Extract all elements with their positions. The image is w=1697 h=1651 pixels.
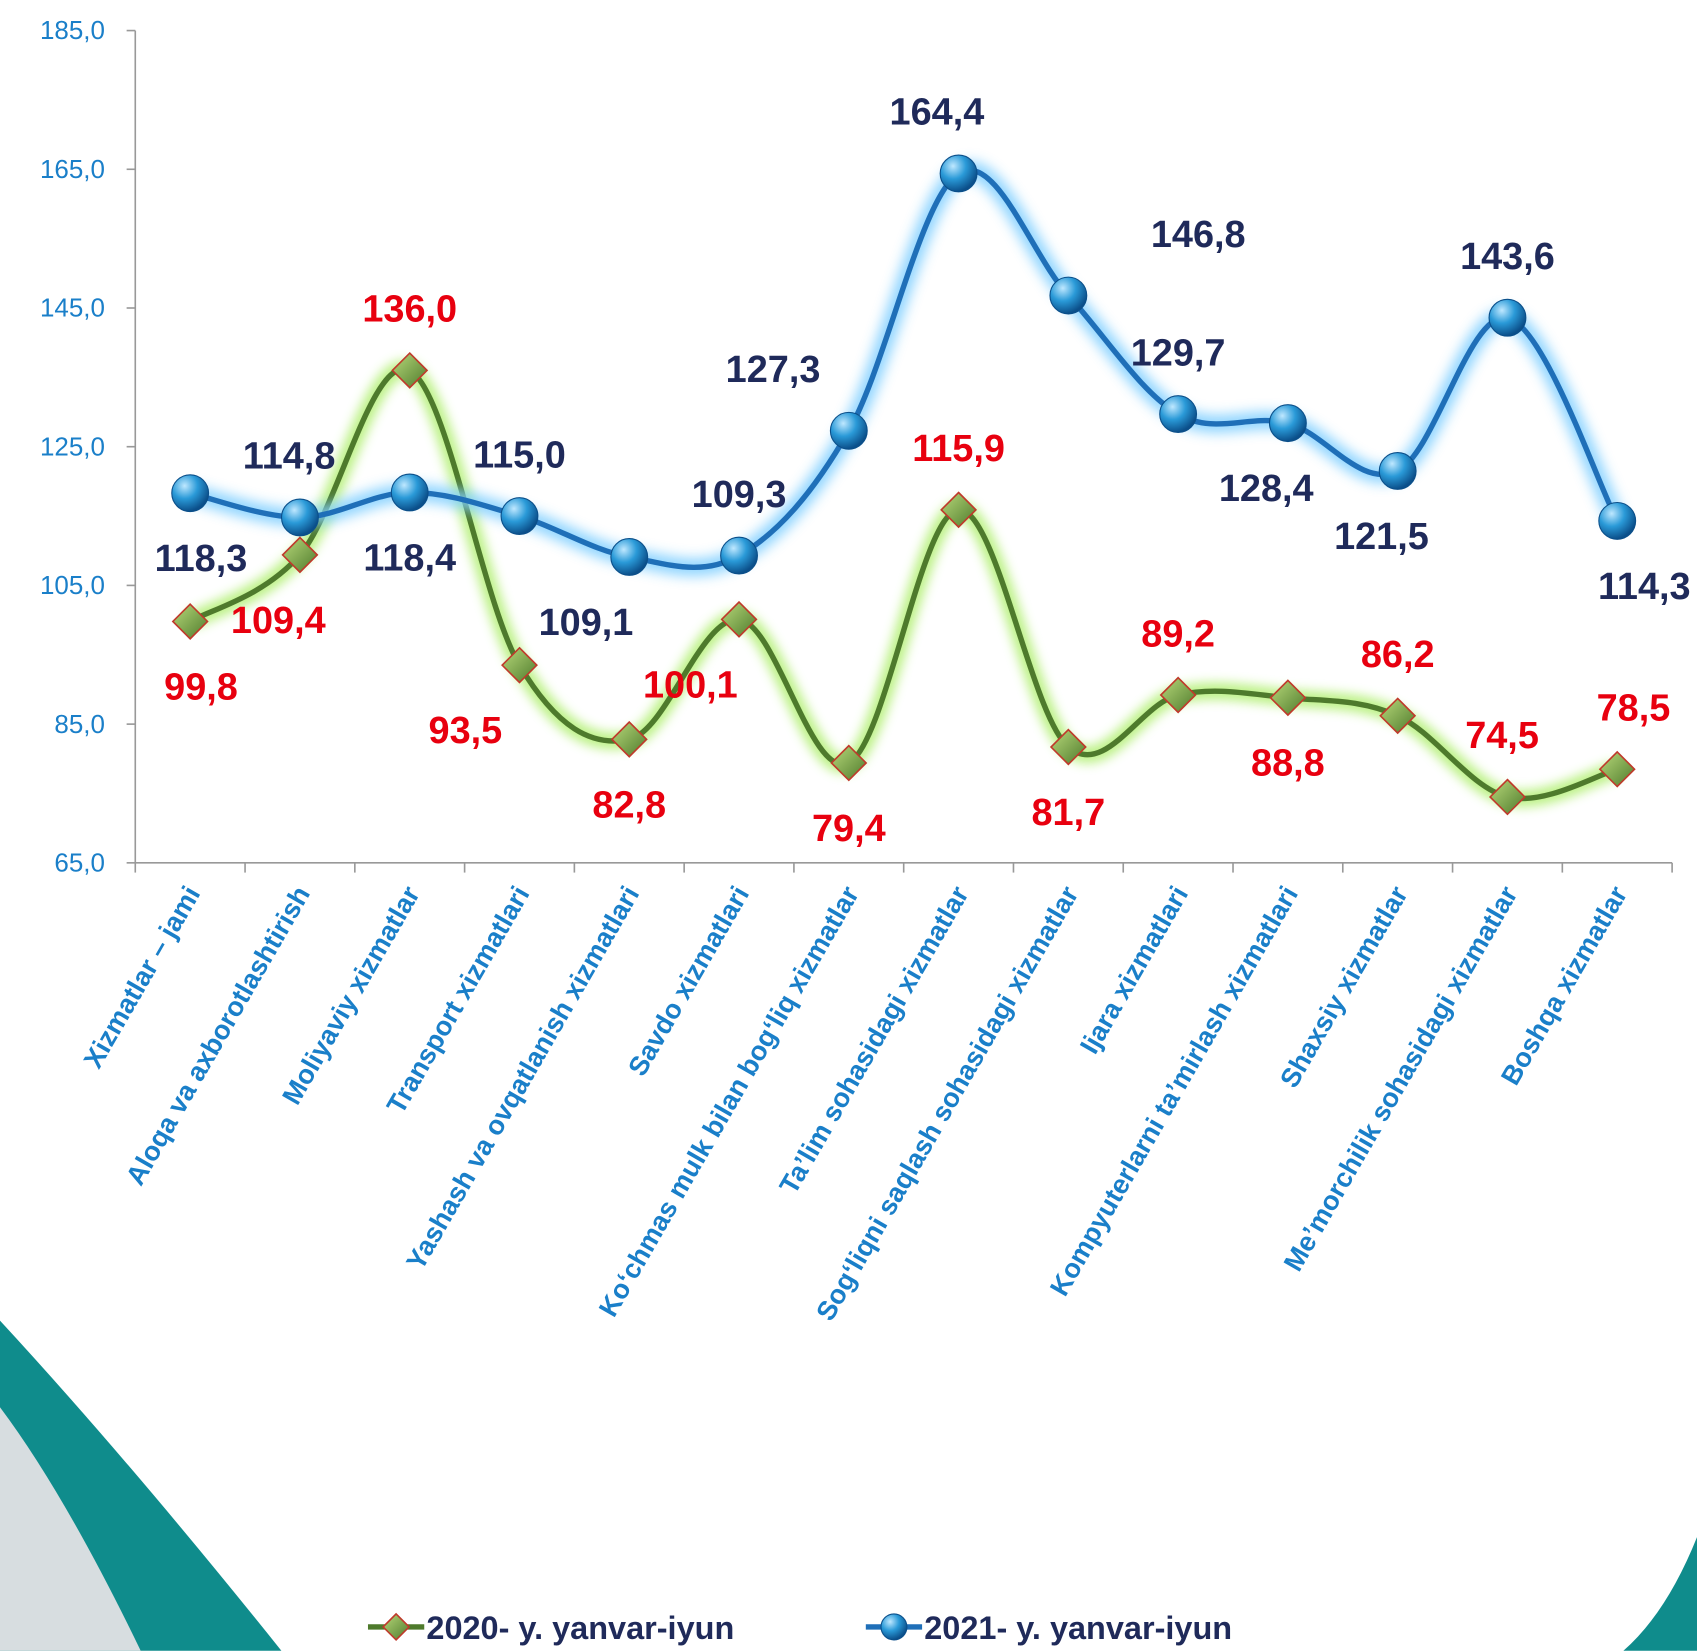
- data-label: 86,2: [1361, 634, 1435, 676]
- y-tick-label: 105,0: [40, 570, 105, 600]
- page: 65,0 85,0 105,0 125,0 145,0 165,0 185,0 Xizmatl…: [0, 0, 1697, 1651]
- data-label: 127,3: [726, 349, 821, 391]
- point: [501, 498, 538, 535]
- data-label: 129,7: [1131, 332, 1226, 374]
- data-label: 109,1: [539, 602, 634, 644]
- data-label: 146,8: [1151, 214, 1246, 256]
- data-label: 115,0: [473, 434, 566, 476]
- x-tick-label: Aloqa va axborotlashtirish: [120, 881, 316, 1190]
- y-tick-label: 165,0: [40, 154, 105, 184]
- data-label: 136,0: [362, 289, 457, 331]
- x-tick-label: Xizmatlar – jami: [78, 881, 206, 1073]
- point: [830, 412, 867, 449]
- legend-marker: [383, 1614, 409, 1640]
- data-label: 128,4: [1219, 468, 1314, 510]
- data-label: 143,6: [1460, 236, 1555, 278]
- x-tick-label: Yashash va ovqatlanish xizmatlari: [401, 881, 646, 1275]
- y-tick-label: 65,0: [54, 847, 105, 877]
- legend-marker: [881, 1614, 907, 1640]
- chart: 65,0 85,0 105,0 125,0 145,0 165,0 185,0 Xizmatl…: [0, 0, 1697, 1651]
- data-label: 100,1: [643, 664, 738, 706]
- point: [282, 499, 319, 536]
- data-label: 109,4: [231, 600, 326, 642]
- data-label: 88,8: [1251, 743, 1325, 785]
- x-tick-label: Ta’lim sohasidagi xizmatlar: [774, 881, 975, 1199]
- point: [1489, 299, 1526, 336]
- data-label: 118,3: [155, 538, 248, 580]
- data-label: 82,8: [592, 784, 666, 826]
- data-label: 118,4: [363, 537, 456, 579]
- line: [190, 369, 1617, 799]
- y-tick-label: 125,0: [40, 431, 105, 461]
- x-tick-label: Me’morchilik sohasidagi xizmatlar: [1278, 881, 1524, 1277]
- data-label: 99,8: [164, 666, 238, 708]
- point: [391, 474, 428, 511]
- y-tick-label: 85,0: [54, 709, 105, 739]
- legend-label: 2020- y. yanvar-iyun: [426, 1610, 734, 1646]
- data-label: 121,5: [1334, 516, 1429, 558]
- data-label: 74,5: [1465, 715, 1539, 757]
- point: [1599, 503, 1636, 540]
- data-label: 114,8: [243, 436, 336, 478]
- point: [1160, 396, 1197, 433]
- data-label: 89,2: [1141, 613, 1215, 655]
- data-label: 79,4: [812, 808, 886, 850]
- point: [611, 539, 648, 576]
- data-label: 78,5: [1597, 688, 1671, 730]
- data-label: 93,5: [429, 710, 503, 752]
- y-tick-label: 145,0: [40, 293, 105, 323]
- legend-label: 2021- y. yanvar-iyun: [924, 1610, 1232, 1646]
- x-tick-label: Savdo xizmatlari: [622, 881, 755, 1081]
- point: [1271, 680, 1306, 715]
- point: [172, 475, 209, 512]
- y-tick-label: 185,0: [40, 15, 105, 45]
- data-label: 109,3: [692, 474, 787, 516]
- point: [721, 537, 758, 574]
- point: [1270, 405, 1307, 442]
- data-label: 164,4: [890, 92, 985, 134]
- line-glow: [190, 369, 1617, 799]
- decor: [1623, 1537, 1697, 1651]
- point: [940, 155, 977, 192]
- point: [1379, 453, 1416, 490]
- point: [1050, 277, 1087, 314]
- x-tick-label: Kompyuterlarni ta’mirlash xizmatlari: [1044, 881, 1304, 1301]
- x-tick-label: Boshqa xizmatlar: [1495, 881, 1633, 1090]
- x-tick-label: Ijara xizmatlari: [1074, 881, 1194, 1059]
- data-label: 115,9: [912, 428, 1005, 470]
- data-label: 114,3: [1598, 566, 1691, 608]
- data-label: 81,7: [1032, 792, 1106, 834]
